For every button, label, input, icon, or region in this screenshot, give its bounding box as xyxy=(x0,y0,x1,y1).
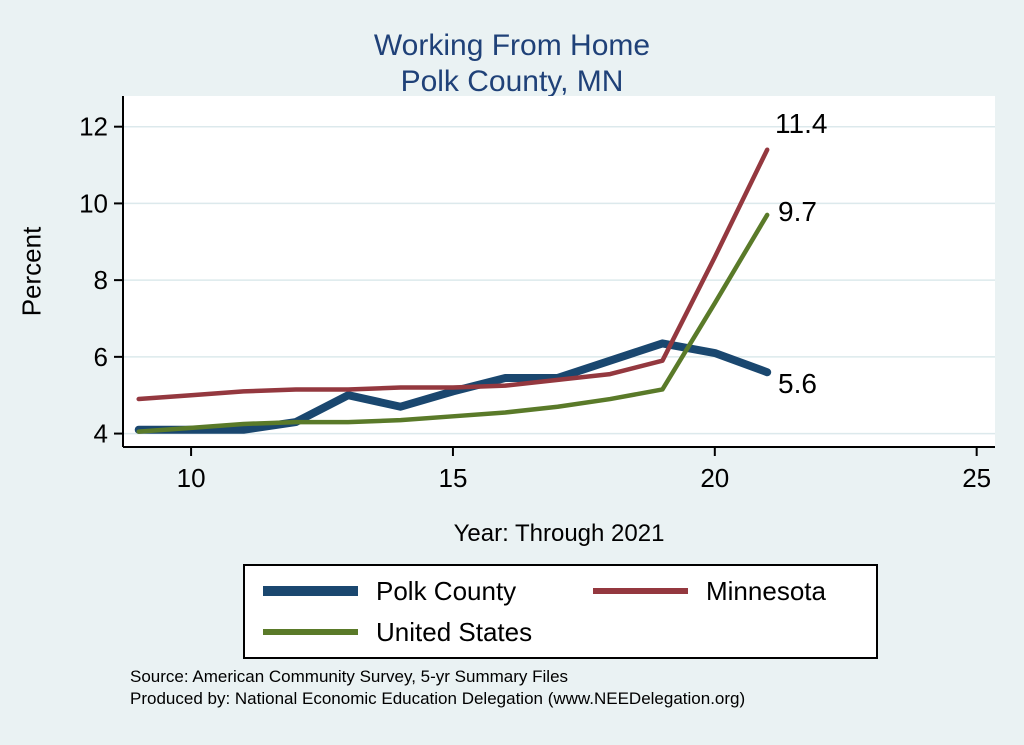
end-label-united-states: 9.7 xyxy=(778,196,817,227)
x-axis-label: Year: Through 2021 xyxy=(453,520,665,547)
x-tick-label: 15 xyxy=(438,463,467,493)
series-line-minnesota xyxy=(136,147,770,402)
y-tick-label: 8 xyxy=(94,265,108,295)
legend-item-united-states: United States xyxy=(263,617,593,648)
end-label-polk-county: 5.6 xyxy=(778,368,817,399)
x-tick-label: 10 xyxy=(177,463,206,493)
chart-title-line2: Polk County, MN xyxy=(400,65,624,98)
y-tick-label: 6 xyxy=(94,342,108,372)
plot-area xyxy=(123,96,995,447)
source-notes: Source: American Community Survey, 5-yr … xyxy=(130,666,990,710)
x-tick-label: 25 xyxy=(962,463,991,493)
series-line-united-states xyxy=(136,212,770,434)
polk-county-line-swatch xyxy=(263,586,358,596)
minnesota-line-swatch xyxy=(593,588,688,594)
y-tick-label: 10 xyxy=(79,188,108,218)
legend-item-minnesota: Minnesota xyxy=(593,576,876,607)
chart-title: Working From Home Polk County, MN xyxy=(0,28,1024,100)
end-label-minnesota: 11.4 xyxy=(775,108,828,139)
chart-title-line1: Working From Home xyxy=(373,29,651,62)
legend-label-minnesota: Minnesota xyxy=(706,575,826,606)
y-axis-label-wrap: Percent xyxy=(10,96,54,447)
source-line: Source: American Community Survey, 5-yr … xyxy=(130,667,569,686)
series-line-polk-county xyxy=(134,339,772,434)
produced-by-line: Produced by: National Economic Education… xyxy=(130,689,746,708)
y-axis-label: Percent xyxy=(16,226,47,317)
y-tick-label: 4 xyxy=(94,419,108,449)
legend-label-united-states: United States xyxy=(376,616,533,647)
legend-item-polk-county: Polk County xyxy=(263,576,593,607)
y-tick-label: 12 xyxy=(79,112,108,142)
x-tick-label: 20 xyxy=(700,463,729,493)
united-states-line-swatch xyxy=(263,629,358,635)
legend-label-polk-county: Polk County xyxy=(376,575,517,606)
legend: Polk County Minnesota United States xyxy=(243,564,878,659)
